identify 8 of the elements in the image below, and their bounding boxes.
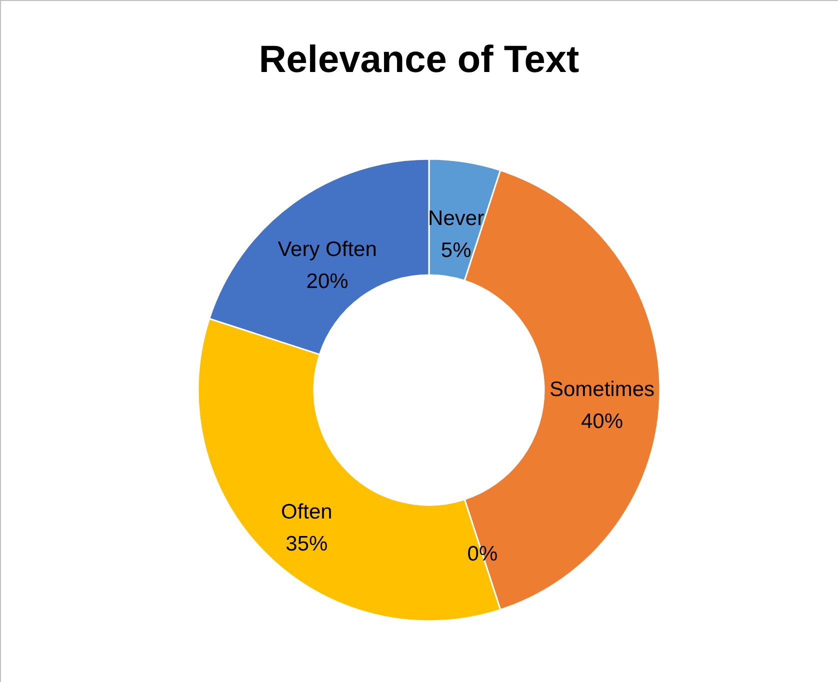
data-label: 40% <box>580 410 624 433</box>
chart-title: Relevance of Text <box>258 39 580 81</box>
data-label: 5% <box>440 239 472 262</box>
slice-label: Often <box>280 500 332 524</box>
slice-label: Very Often <box>278 238 377 262</box>
data-label: 20% <box>306 270 348 294</box>
data-label: 35% <box>286 532 328 556</box>
slice-label: Sometimes <box>549 378 655 401</box>
